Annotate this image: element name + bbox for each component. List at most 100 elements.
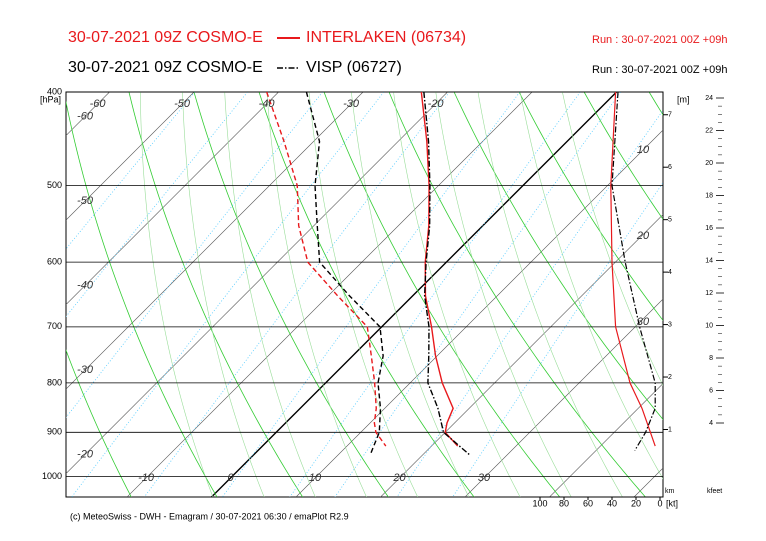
moist-adiabat — [477, 92, 623, 497]
dry-adiabat — [714, 92, 766, 497]
moist-adiabat — [224, 92, 316, 497]
background-grid — [0, 92, 766, 497]
isotherm — [549, 383, 663, 497]
temperature-label: 20 — [392, 472, 406, 484]
kfeet-tick-label: 22 — [705, 127, 713, 134]
height-unit-bottom: km — [665, 488, 675, 495]
wind-speed-profile — [610, 92, 656, 447]
kfeet-tick-label: 20 — [705, 160, 713, 167]
speed-unit: [kt] — [666, 498, 678, 508]
dry-adiabat — [66, 100, 218, 497]
temperature-label: 10 — [309, 472, 322, 484]
kfeet-tick-label: 4 — [709, 420, 713, 427]
height-tick-label: 5 — [668, 217, 672, 224]
moist-adiabat — [435, 92, 572, 497]
speed-annotation: 20 — [636, 230, 650, 242]
dry-adiabat — [66, 349, 132, 497]
height-tick-label: 4 — [668, 269, 672, 276]
kfeet-tick-label: 8 — [709, 355, 713, 362]
dry-adiabat — [453, 92, 663, 420]
temperature-label: -40 — [77, 279, 94, 291]
dry-adiabat — [193, 92, 389, 497]
speed-tick-label: 0 — [657, 498, 662, 508]
speed-annotation: 10 — [637, 144, 650, 156]
temperature-label: -60 — [90, 98, 107, 110]
kfeet-tick-label: 12 — [705, 290, 713, 297]
moist-adiabat — [351, 92, 470, 497]
temperature-profile — [420, 92, 459, 447]
isotherm — [66, 92, 364, 390]
run-label: Run : 30-07-2021 00Z +09h — [592, 64, 727, 76]
mixing-ratio-line — [143, 92, 450, 497]
moist-adiabat — [308, 92, 418, 497]
temperature-label: -60 — [77, 110, 94, 122]
model-label: 30-07-2021 09Z COSMO-E — [68, 59, 263, 76]
temperature-label: 30 — [478, 472, 491, 484]
temperature-label: -30 — [343, 98, 360, 110]
height-tick-label: 6 — [668, 164, 672, 171]
y-tick-label: 400 — [47, 86, 62, 96]
y-tick-label: 600 — [47, 257, 62, 267]
height-unit: [m] — [677, 94, 690, 104]
isotherm — [66, 92, 279, 305]
mixing-ratio-line — [66, 92, 248, 318]
y-tick-label: 1000 — [42, 471, 62, 481]
moist-adiabat — [393, 92, 521, 497]
dry-adiabat — [583, 92, 663, 220]
height-tick-label: 3 — [668, 321, 672, 328]
dewpoint-profile — [305, 92, 384, 456]
dry-adiabat — [388, 92, 646, 497]
height-tick-label: 2 — [668, 374, 672, 381]
speed-tick-label: 40 — [607, 498, 617, 508]
dry-adiabat — [128, 92, 303, 497]
speed-tick-label: 20 — [631, 498, 641, 508]
isotherm — [211, 92, 618, 497]
y-tick-label: 500 — [47, 180, 62, 190]
mixing-ratio-line — [334, 92, 621, 497]
isotherm — [0, 92, 25, 497]
isotherm — [380, 214, 663, 497]
model-label: 30-07-2021 09Z COSMO-E — [68, 29, 263, 46]
kfeet-tick-label: 14 — [705, 257, 713, 264]
y-tick-label: 800 — [47, 377, 62, 387]
mixing-ratio-line — [66, 92, 323, 419]
moist-adiabat — [266, 92, 367, 497]
kfeet-tick-label: 10 — [705, 322, 713, 329]
kfeet-tick-label: 16 — [705, 225, 713, 232]
isotherm — [66, 92, 195, 221]
dry-adiabat — [0, 92, 46, 497]
pressure-unit: [hPa] — [40, 94, 61, 104]
temperature-profile — [423, 92, 471, 456]
isotherm — [126, 92, 533, 497]
profiles — [266, 92, 656, 456]
moist-adiabat — [562, 92, 663, 387]
kfeet-tick-label: 24 — [705, 95, 713, 102]
speed-tick-label: 80 — [559, 498, 569, 508]
mixing-ratio-line — [71, 92, 385, 497]
legend-entry: INTERLAKEN (06734) — [306, 29, 466, 46]
footer: (c) MeteoSwiss - DWH - Emagram / 30-07-2… — [70, 511, 349, 521]
kfeet-tick-label: 18 — [705, 192, 713, 199]
temperature-label: -30 — [77, 364, 94, 376]
legend-entry: VISP (06727) — [306, 59, 402, 76]
speed-annotation: 30 — [637, 316, 650, 328]
dry-adiabat — [518, 92, 663, 322]
kfeet-tick-label: 6 — [709, 387, 713, 394]
y-tick-label: 900 — [47, 427, 62, 437]
y-tick-label: 700 — [47, 321, 62, 331]
temperature-label: 0 — [227, 472, 234, 484]
height-tick-label: 1 — [668, 426, 672, 433]
dewpoint-profile — [266, 92, 387, 447]
speed-tick-label: 60 — [583, 498, 593, 508]
temperature-label: -40 — [259, 98, 276, 110]
moist-adiabat — [519, 92, 663, 480]
isotherm — [295, 129, 663, 497]
isotherm — [66, 92, 448, 474]
temperature-label: -20 — [77, 448, 94, 460]
temperature-label: -20 — [428, 98, 445, 110]
temperature-label: -10 — [138, 472, 155, 484]
wind-speed-profile — [611, 92, 656, 451]
plot-frame — [65, 91, 664, 498]
